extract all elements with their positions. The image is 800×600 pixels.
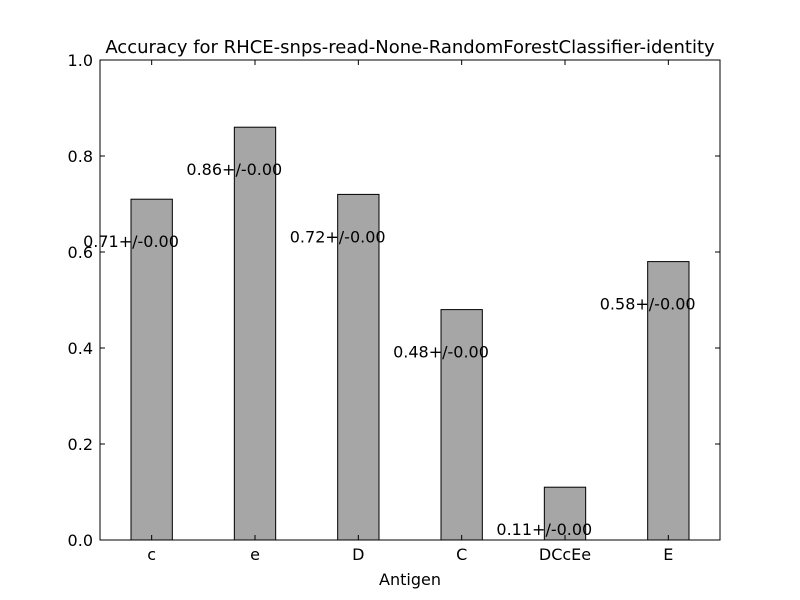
y-tick-label: 0.2 [68, 435, 93, 454]
data-label-E: 0.58+/-0.00 [600, 295, 696, 314]
data-label-C: 0.48+/-0.00 [393, 343, 489, 362]
x-tick-label: C [456, 545, 467, 564]
chart-title: Accuracy for RHCE-snps-read-None-RandomF… [105, 37, 715, 58]
bar-E [647, 261, 690, 541]
data-label-D: 0.72+/-0.00 [290, 227, 386, 246]
data-label-DCcEe: 0.11+/-0.00 [496, 520, 592, 539]
x-tick-label: DCcEe [539, 545, 591, 564]
data-label-c: 0.71+/-0.00 [83, 232, 179, 251]
y-tick-label: 0.8 [68, 147, 93, 166]
y-tick-label: 0.4 [68, 339, 93, 358]
bar-c [130, 198, 173, 541]
x-tick-label: D [352, 545, 364, 564]
y-tick-label: 0.6 [68, 243, 93, 262]
bar-D [337, 193, 380, 541]
y-tick-label: 0.0 [68, 531, 93, 550]
x-tick-label: c [147, 545, 156, 564]
x-axis-label: Antigen [379, 570, 441, 589]
bar-e [233, 126, 277, 541]
plot-area: 0.0 0.2 0.4 0.6 0.8 1.0 c e D C DCcEe E 0.71+/-0.00 0… [68, 51, 721, 564]
plot-frame [99, 59, 721, 541]
data-label-e: 0.86+/-0.00 [186, 160, 282, 179]
bar-C [440, 309, 483, 541]
y-tick-label: 1.0 [68, 51, 93, 70]
x-tick-label: E [663, 545, 673, 564]
bar-DCcEe [543, 486, 587, 541]
x-tick-label: e [250, 545, 260, 564]
